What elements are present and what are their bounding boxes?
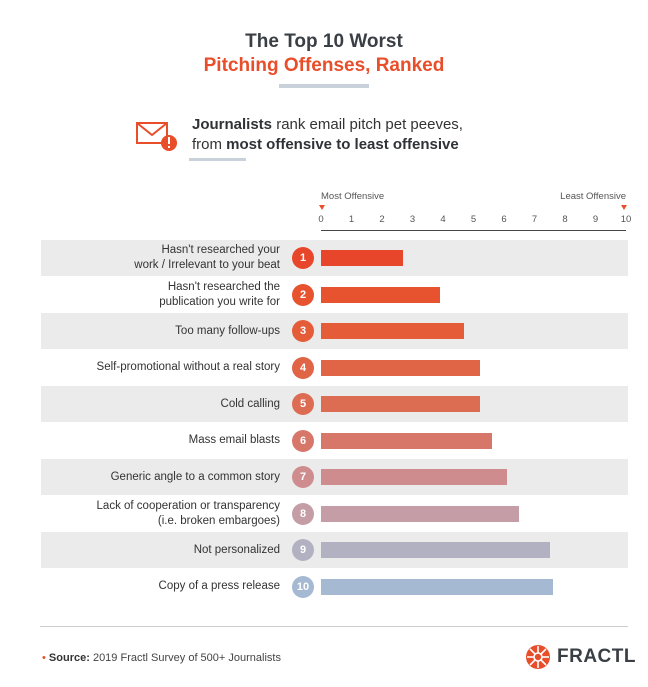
rank-badge: 7 bbox=[292, 466, 314, 488]
category-label-line: Cold calling bbox=[220, 397, 280, 410]
tick-label: 10 bbox=[621, 214, 632, 225]
category-label-line: Copy of a press release bbox=[158, 580, 280, 592]
tick-label: 8 bbox=[562, 214, 567, 225]
category-label: Hasn't researched the publication you wri… bbox=[30, 277, 280, 313]
tick-label: 4 bbox=[440, 214, 445, 225]
axis-marker-right bbox=[621, 205, 627, 210]
subtitle-bold-1: Journalists bbox=[192, 116, 273, 133]
category-label-line: Generic angle to a common story bbox=[110, 470, 280, 483]
category-label-line: (i.e. broken embargoes) bbox=[157, 514, 280, 527]
tick-label: 7 bbox=[532, 214, 537, 225]
tick-label: 1 bbox=[349, 214, 354, 225]
source-label: Source: bbox=[48, 652, 90, 664]
bar bbox=[321, 359, 480, 376]
bullet-icon: • bbox=[42, 652, 46, 664]
category-label: Generic angle to a common story bbox=[30, 459, 280, 495]
subtitle-text-2: from bbox=[192, 136, 227, 153]
subtitle-bold-2: most offensive to least offensive bbox=[226, 136, 459, 153]
category-label: Copy of a press release bbox=[30, 569, 280, 605]
footer-divider bbox=[40, 626, 628, 627]
rank-badge: 3 bbox=[292, 320, 314, 342]
bar bbox=[321, 578, 553, 595]
source-note: • Source: 2019 Fractl Survey of 500+ Jou… bbox=[42, 652, 281, 664]
category-label: Self-promotional without a real story bbox=[30, 350, 280, 386]
category-label: Lack of cooperation or transparency (i.e.… bbox=[30, 496, 280, 532]
rank-badge: 4 bbox=[292, 356, 314, 379]
category-label-line: Not personalized bbox=[193, 543, 280, 556]
bar bbox=[321, 505, 520, 522]
email-alert-icon bbox=[136, 122, 177, 151]
bar bbox=[321, 469, 508, 485]
rank-badge: 9 bbox=[292, 539, 314, 561]
brand-logo: FRACTL bbox=[525, 644, 636, 670]
rank-badge: 8 bbox=[292, 502, 314, 525]
category-label: Mass email blasts bbox=[30, 423, 280, 459]
rank-badge: 2 bbox=[292, 283, 314, 306]
tick-label: 6 bbox=[501, 214, 506, 225]
source-text: 2019 Fractl Survey of 500+ Journalists bbox=[89, 652, 281, 664]
category-label: Hasn't researched your work / Irrelevant … bbox=[30, 240, 280, 276]
subtitle-text-1: rank email pitch pet peeves, bbox=[272, 116, 463, 133]
axis-line bbox=[321, 230, 626, 231]
subtitle-underline bbox=[189, 158, 246, 161]
category-label-line: work / Irrelevant to your beat bbox=[134, 259, 280, 271]
category-label-line: Self-promotional without a real story bbox=[96, 361, 280, 373]
category-label-line: Mass email blasts bbox=[188, 434, 280, 446]
fractl-logo-icon bbox=[526, 645, 550, 669]
tick-label: 2 bbox=[379, 214, 384, 225]
x-axis: Most Offensive Least Offensive 0 1 2 3 4 5 6 7 8… bbox=[318, 191, 632, 225]
title-underline bbox=[279, 84, 369, 88]
title-line-2: Pitching Offenses, Ranked bbox=[203, 55, 445, 76]
bar bbox=[321, 286, 440, 303]
tick-label: 3 bbox=[410, 214, 415, 225]
rank-badge: 5 bbox=[292, 393, 314, 415]
chart-subtitle: Journalists rank email pitch pet peeves,… bbox=[192, 115, 463, 155]
tick-label: 0 bbox=[318, 214, 323, 225]
category-label: Not personalized bbox=[30, 532, 280, 568]
tick-label: 5 bbox=[471, 214, 476, 225]
axis-label-most-offensive: Most Offensive bbox=[321, 191, 384, 202]
category-label-line: Hasn't researched the bbox=[167, 280, 280, 293]
chart-title: The Top 10 Worst Pitching Offenses, Rank… bbox=[0, 30, 648, 78]
category-label: Cold calling bbox=[30, 386, 280, 422]
bar bbox=[321, 396, 480, 412]
category-label-line: publication you write for bbox=[159, 295, 280, 308]
rank-badge: 6 bbox=[292, 429, 314, 452]
tick-label: 9 bbox=[593, 214, 598, 225]
axis-label-least-offensive: Least Offensive bbox=[560, 191, 626, 202]
bar bbox=[321, 323, 465, 339]
category-label-line: Lack of cooperation or transparency bbox=[96, 499, 280, 512]
category-label-line: Too many follow-ups bbox=[175, 324, 280, 337]
category-label-line: Hasn't researched your bbox=[161, 244, 280, 256]
category-label: Too many follow-ups bbox=[30, 313, 280, 349]
bar bbox=[321, 250, 404, 266]
title-line-1: The Top 10 Worst bbox=[245, 31, 403, 52]
rank-badge: 1 bbox=[292, 247, 314, 269]
brand-name: FRACTL bbox=[557, 646, 636, 667]
axis-marker-left bbox=[319, 205, 325, 210]
rank-badge: 10 bbox=[292, 575, 314, 598]
bar bbox=[321, 542, 550, 558]
bar bbox=[321, 432, 492, 449]
